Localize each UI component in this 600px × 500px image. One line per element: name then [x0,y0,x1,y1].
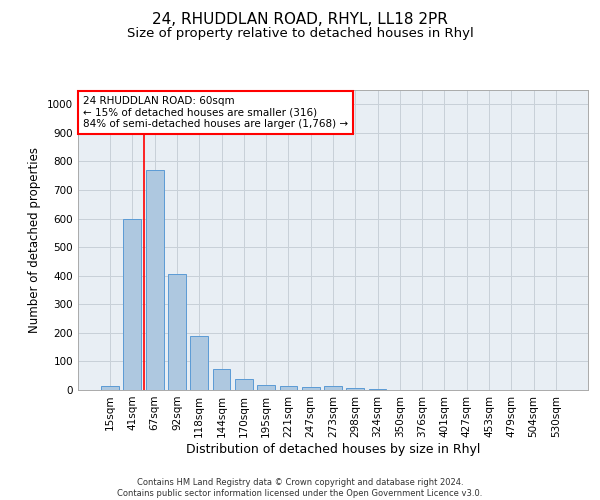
Text: 24 RHUDDLAN ROAD: 60sqm
← 15% of detached houses are smaller (316)
84% of semi-d: 24 RHUDDLAN ROAD: 60sqm ← 15% of detache… [83,96,348,129]
Bar [190,336,208,390]
Bar [168,274,186,390]
Text: 24, RHUDDLAN ROAD, RHYL, LL18 2PR: 24, RHUDDLAN ROAD, RHYL, LL18 2PR [152,12,448,28]
Bar [235,379,253,390]
Bar [324,386,342,390]
X-axis label: Distribution of detached houses by size in Rhyl: Distribution of detached houses by size … [186,442,480,456]
Bar [346,388,364,390]
Bar [280,386,298,390]
Bar [368,388,386,390]
Bar [101,386,119,390]
Bar [146,170,164,390]
Bar [257,385,275,390]
Y-axis label: Number of detached properties: Number of detached properties [28,147,41,333]
Text: Contains HM Land Registry data © Crown copyright and database right 2024.
Contai: Contains HM Land Registry data © Crown c… [118,478,482,498]
Bar [212,368,230,390]
Bar [302,387,320,390]
Bar [124,218,142,390]
Text: Size of property relative to detached houses in Rhyl: Size of property relative to detached ho… [127,28,473,40]
